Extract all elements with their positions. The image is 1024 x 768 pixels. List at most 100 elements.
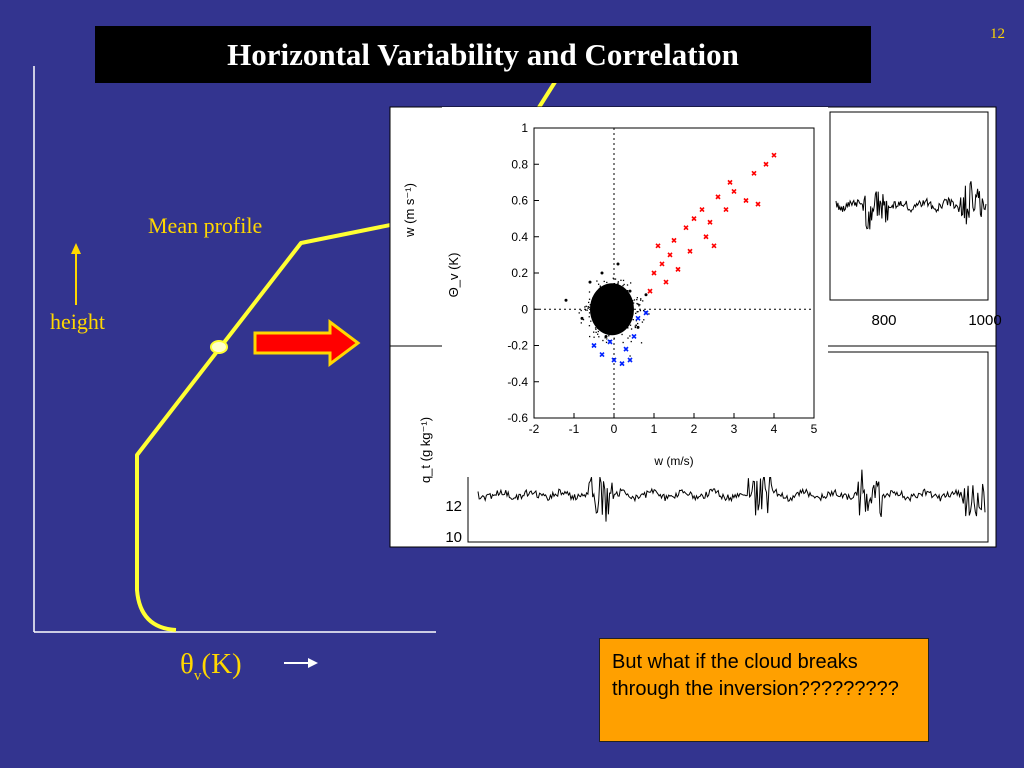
- black-cloud-dot: [615, 309, 617, 312]
- black-cloud-dot: [621, 294, 623, 296]
- y-tick-label: -0.2: [507, 339, 528, 353]
- black-cloud-dot: [621, 291, 623, 293]
- black-cloud-dot: [588, 306, 590, 308]
- black-cloud-dot: [618, 314, 620, 317]
- black-cloud-dot: [627, 319, 629, 322]
- black-cloud-dot: [615, 297, 617, 300]
- black-cloud-dot: [616, 313, 619, 315]
- scatter-point: [592, 307, 596, 311]
- scatter-point: [600, 271, 604, 275]
- scatter-point: [691, 216, 697, 222]
- black-cloud-dot: [594, 327, 597, 329]
- black-cloud-dot: [606, 310, 608, 312]
- black-cloud-dot: [624, 315, 627, 318]
- scatter-point: [616, 262, 620, 266]
- black-cloud-dot: [621, 320, 623, 323]
- black-cloud-dot: [634, 325, 636, 327]
- scatter-point: [611, 357, 617, 363]
- y-tick-label: 0.2: [511, 266, 528, 280]
- black-cloud-dot: [610, 307, 612, 310]
- black-cloud-dot: [640, 299, 642, 301]
- black-cloud-dot: [622, 290, 624, 293]
- black-cloud-dot: [596, 296, 598, 298]
- black-cloud-dot: [600, 316, 603, 318]
- x-tick-label: 1: [651, 422, 658, 436]
- y-tick-label: 0: [521, 302, 528, 316]
- black-cloud-dot: [599, 315, 601, 317]
- black-cloud-dot: [622, 304, 624, 306]
- black-cloud-dot: [607, 286, 609, 288]
- black-cloud-dot: [606, 281, 608, 284]
- black-cloud-dot: [586, 309, 588, 311]
- black-cloud-dot: [598, 303, 600, 305]
- scatter-point: [631, 333, 637, 340]
- black-cloud-dot: [599, 308, 601, 311]
- black-cloud-dot: [619, 322, 621, 324]
- black-cloud-dot: [643, 319, 645, 321]
- scatter-point: [743, 197, 749, 204]
- black-cloud-dot: [620, 297, 623, 299]
- black-cloud-dot: [596, 316, 598, 318]
- black-cloud-dot: [596, 315, 598, 317]
- black-cloud-dot: [635, 324, 637, 327]
- black-cloud-dot: [620, 323, 622, 325]
- black-cloud-dot: [619, 305, 621, 308]
- black-cloud-dot: [610, 299, 612, 302]
- black-cloud-dot: [605, 302, 607, 305]
- black-cloud-dot: [603, 331, 606, 333]
- slide-title: Horizontal Variability and Correlation: [95, 26, 871, 83]
- black-cloud-dot: [629, 297, 632, 299]
- black-cloud-dot: [603, 287, 606, 290]
- black-cloud-dot: [613, 323, 615, 325]
- black-cloud-dot: [605, 297, 607, 299]
- black-cloud-dot: [619, 312, 621, 314]
- height-label: height: [50, 309, 105, 334]
- black-cloud-dot: [611, 290, 614, 292]
- black-cloud-dot: [636, 311, 638, 313]
- x-tick-label: 2: [691, 422, 698, 436]
- black-cloud-dot: [623, 299, 625, 301]
- red-arrow-icon: [253, 319, 361, 367]
- black-cloud-dot: [611, 312, 614, 314]
- black-cloud-dot: [582, 318, 585, 321]
- black-cloud-dot: [609, 322, 612, 324]
- black-cloud-dot: [607, 295, 609, 297]
- black-cloud-dot: [588, 335, 591, 338]
- black-cloud-dot: [599, 294, 602, 297]
- black-cloud-dot: [627, 327, 629, 329]
- black-cloud-dot: [631, 313, 634, 316]
- black-cloud-dot: [615, 292, 617, 294]
- black-cloud-dot: [612, 295, 614, 297]
- bottom-timeseries-trace: [477, 469, 986, 522]
- black-cloud-dot: [619, 311, 621, 313]
- profile-point-marker: [210, 340, 228, 354]
- black-cloud-dot: [604, 299, 607, 302]
- black-cloud-dot: [625, 325, 627, 328]
- black-cloud-dot: [633, 299, 636, 301]
- black-cloud-dot: [603, 328, 605, 330]
- scatter-point: [683, 225, 689, 231]
- black-cloud-dot: [595, 314, 597, 316]
- scatter-point: [727, 179, 733, 185]
- black-cloud-dot: [610, 303, 613, 305]
- black-cloud-dot: [601, 317, 604, 320]
- black-cloud-dot: [580, 322, 582, 324]
- black-cloud-dot: [609, 298, 611, 300]
- black-cloud-dot: [618, 313, 620, 315]
- black-cloud-dot: [619, 316, 621, 318]
- slide-number: 12: [990, 26, 1005, 42]
- black-cloud-dot: [613, 302, 615, 304]
- black-cloud-dot: [616, 295, 618, 297]
- black-cloud-dot: [623, 315, 625, 317]
- black-cloud-dot: [614, 316, 617, 318]
- black-cloud-dot: [596, 311, 598, 313]
- black-cloud-dot: [618, 331, 620, 333]
- black-cloud-dot: [603, 292, 606, 294]
- black-cloud-dot: [612, 307, 615, 309]
- black-cloud-dot: [615, 288, 617, 290]
- theta-arrow-head: [308, 658, 318, 668]
- black-cloud-dot: [592, 302, 595, 304]
- black-cloud-dot: [613, 282, 616, 285]
- black-cloud-dot: [610, 309, 613, 311]
- black-cloud-dot: [611, 296, 614, 298]
